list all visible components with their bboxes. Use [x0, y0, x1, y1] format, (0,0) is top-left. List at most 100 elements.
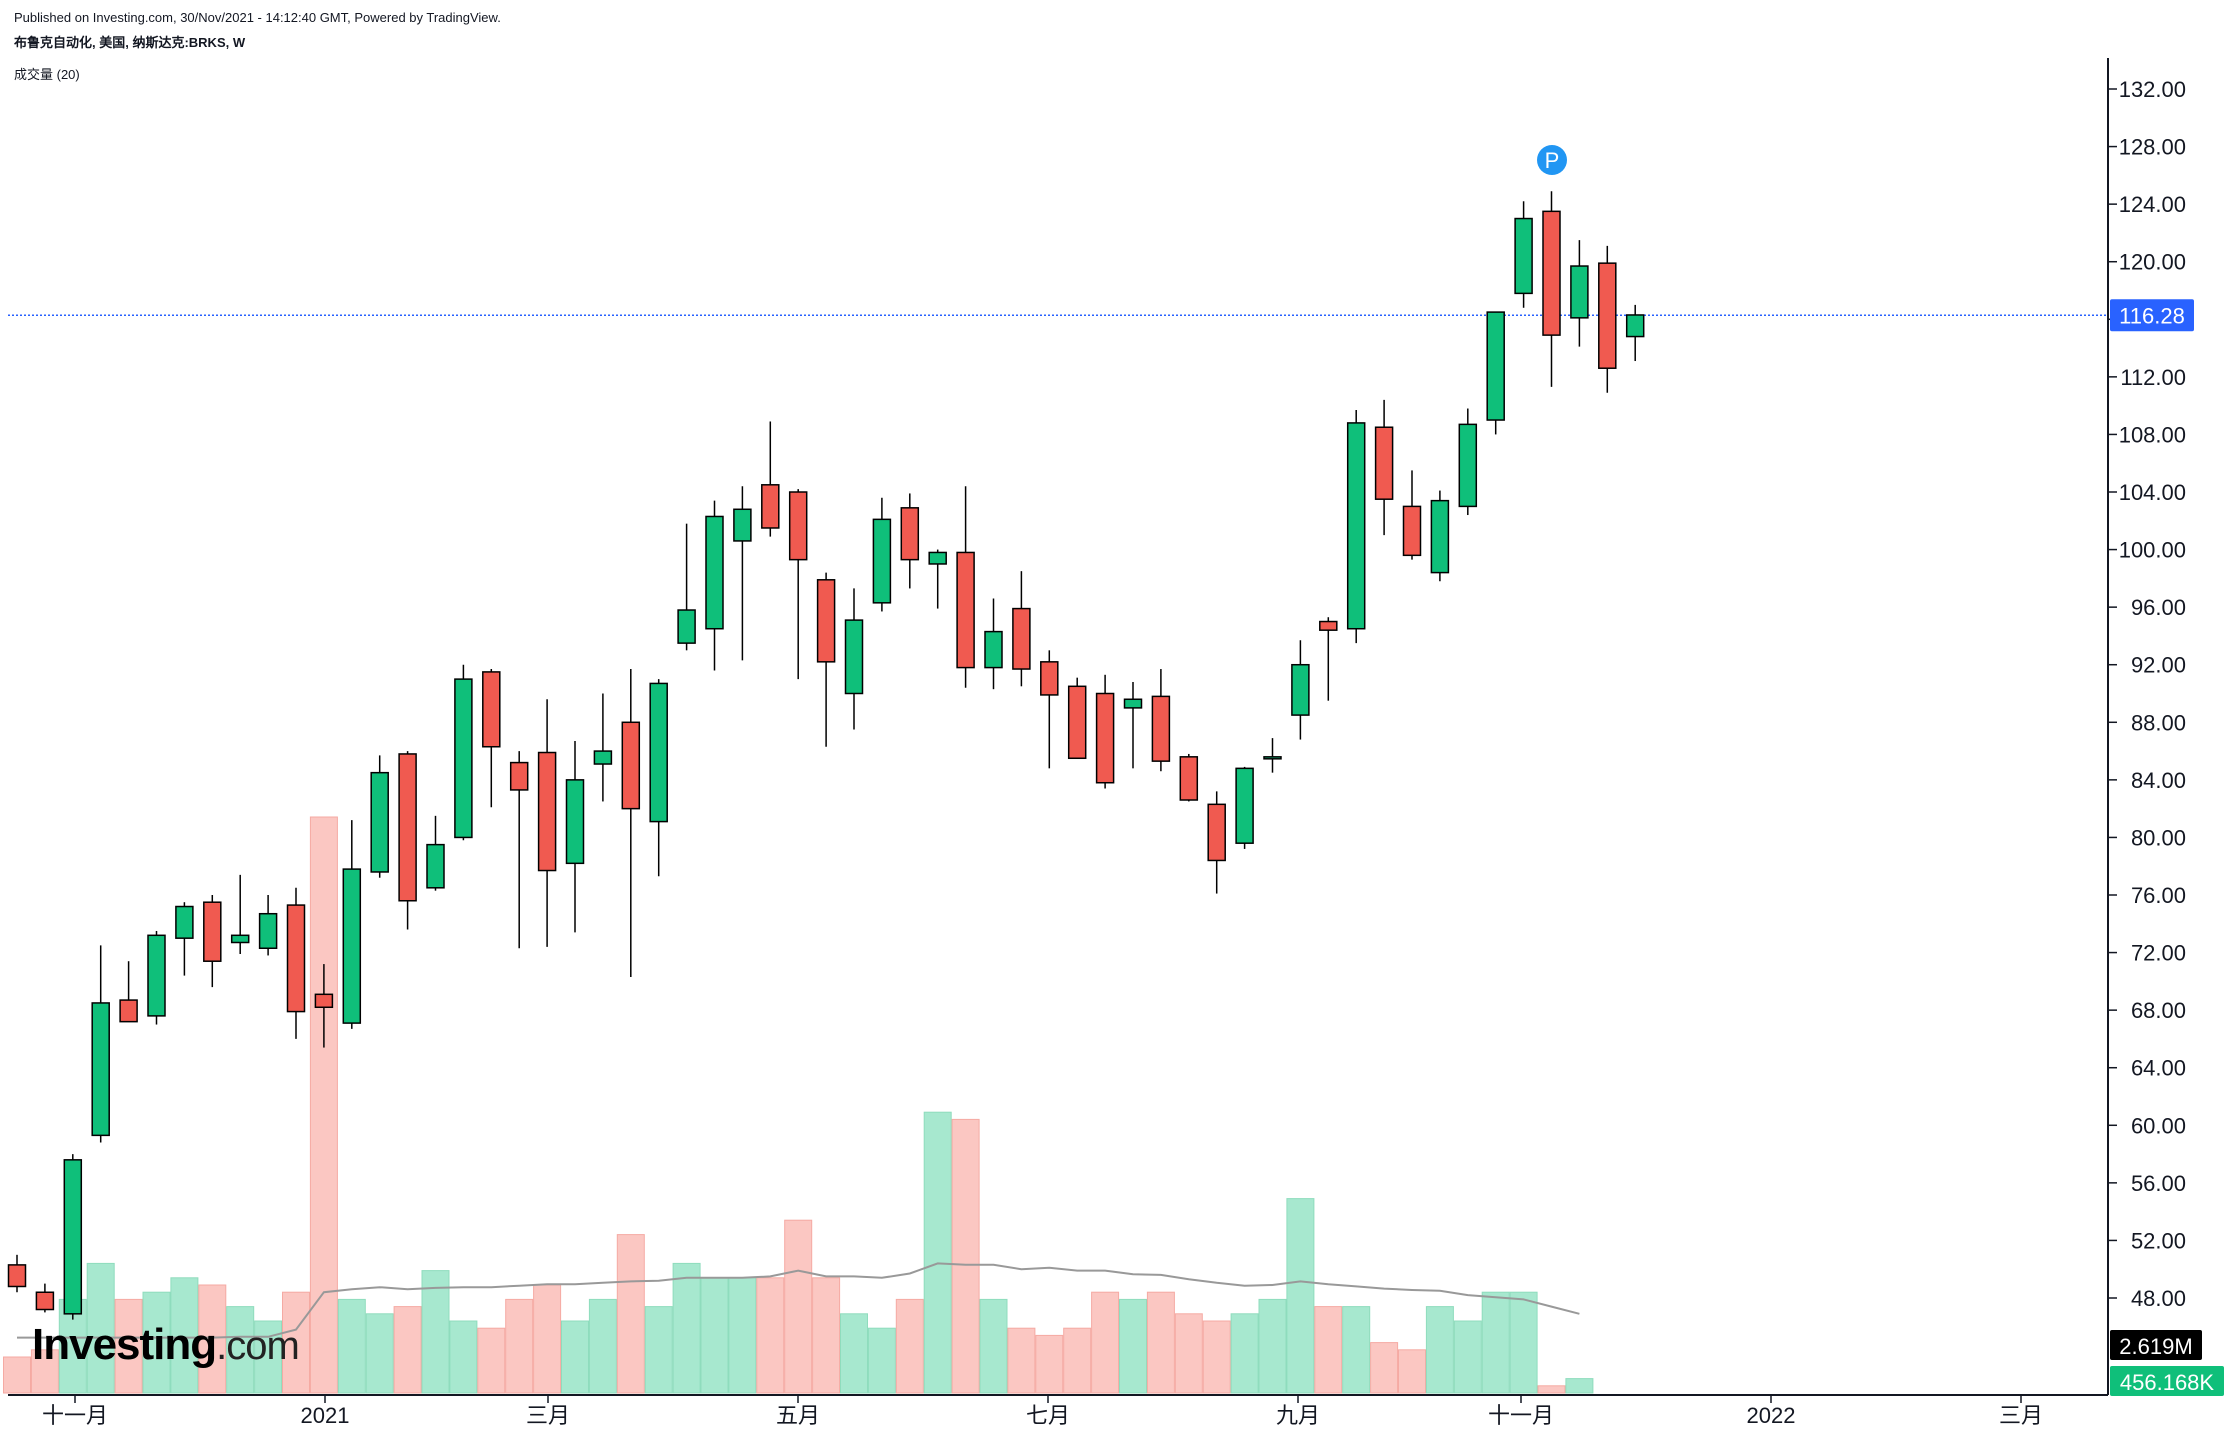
time-axis-tick-label: 2022	[1747, 1403, 1796, 1428]
candle	[147, 930, 166, 1025]
candle-body	[1067, 685, 1087, 760]
candle-body	[1570, 265, 1589, 319]
last-price-badge: 116.28	[2110, 299, 2194, 332]
price-axis-tick-label: 100.00	[2119, 538, 2186, 563]
candle	[928, 549, 947, 609]
volume-bar	[477, 1327, 506, 1394]
volume-bar	[728, 1277, 757, 1394]
candle-body	[761, 484, 780, 529]
candle-body	[203, 901, 222, 962]
candle-body	[482, 671, 501, 748]
candle-body	[1263, 756, 1282, 760]
candle-body	[63, 1159, 83, 1315]
candle	[1012, 571, 1031, 687]
candle-body	[928, 551, 947, 565]
candle	[91, 945, 110, 1143]
price-axis-tick-label: 80.00	[2131, 825, 2186, 850]
candle	[593, 693, 613, 802]
candle	[984, 598, 1003, 690]
published-caption: Published on Investing.com, 30/Nov/2021 …	[14, 10, 501, 25]
candle-body	[677, 609, 696, 644]
volume-bar	[1509, 1291, 1538, 1394]
price-candles	[7, 191, 1645, 1320]
candle	[482, 669, 501, 808]
volume-bar	[1481, 1291, 1510, 1394]
candle-body	[230, 934, 250, 944]
volume-bar	[923, 1111, 952, 1394]
candle	[342, 820, 362, 1029]
candle-body	[35, 1291, 55, 1311]
candle	[454, 664, 473, 841]
candle-body	[900, 507, 920, 561]
candle-body	[565, 779, 585, 865]
last-volume-badge-text: 456.168K	[2120, 1370, 2215, 1395]
candle-body	[705, 515, 724, 630]
candle-body	[314, 993, 334, 1009]
price-axis-tick-label: 120.00	[2119, 250, 2186, 275]
candle	[816, 572, 836, 747]
candle	[1402, 470, 1422, 560]
candle-body	[398, 753, 417, 902]
candle	[286, 887, 306, 1039]
volume-bar	[1342, 1306, 1371, 1394]
candle	[35, 1283, 55, 1313]
price-axis[interactable]: 132.00128.00124.00120.00116.00112.00108.…	[2108, 77, 2186, 1311]
volume-bar	[1119, 1298, 1147, 1394]
time-axis-tick-label: 十一月	[42, 1403, 108, 1428]
candle	[1570, 240, 1589, 347]
price-axis-tick-label: 96.00	[2131, 595, 2186, 620]
candle-body	[649, 682, 668, 823]
volume-indicator-label[interactable]: 成交量 (20)	[14, 67, 80, 82]
last-volume-badge: 456.168K	[2110, 1366, 2224, 1396]
volume-average-badge-text: 2.619M	[2119, 1334, 2192, 1359]
candle	[1235, 766, 1254, 849]
candle-body	[342, 868, 362, 1024]
price-axis-tick-label: 84.00	[2131, 768, 2186, 793]
volume-bar	[1091, 1291, 1120, 1394]
price-axis-tick-label: 92.00	[2131, 653, 2186, 678]
candle-body	[91, 1002, 110, 1137]
volume-moving-average-line	[17, 1262, 1580, 1339]
candle	[426, 815, 445, 891]
volume-bar	[616, 1234, 645, 1394]
candle-body	[1430, 499, 1450, 574]
candle	[733, 486, 752, 661]
time-axis-tick-label: 三月	[1999, 1403, 2043, 1428]
event-marker[interactable]: P	[1537, 145, 1567, 175]
candle-body	[286, 904, 306, 1013]
candle-body	[147, 934, 166, 1017]
candle-body	[872, 518, 892, 604]
candle-body	[1012, 607, 1031, 670]
candle	[1542, 191, 1561, 387]
candle-body	[454, 678, 473, 839]
symbol-title: 布鲁克自动化, 美国, 纳斯达克:BRKS, W	[14, 35, 246, 50]
volume-bar	[672, 1262, 701, 1394]
candle-body	[1458, 423, 1478, 508]
volume-bar	[1202, 1320, 1231, 1394]
candle-body	[1598, 262, 1617, 369]
candle	[956, 486, 975, 688]
volume-bar	[1425, 1306, 1454, 1394]
candle-body	[621, 721, 641, 810]
candle	[1374, 399, 1394, 536]
candle-body	[509, 761, 529, 791]
candle	[509, 751, 529, 949]
candle-body	[593, 750, 613, 765]
candle	[203, 895, 222, 988]
candle	[1291, 640, 1310, 740]
volume-bar	[254, 1320, 283, 1394]
volume-bar	[365, 1313, 394, 1394]
candle	[314, 964, 334, 1048]
candle-body	[1235, 767, 1254, 844]
volume-bar	[867, 1327, 896, 1394]
volume-bar	[505, 1298, 534, 1394]
time-axis[interactable]: 十一月 2021 三月 五月 七月 九月 十一月 2022 三月	[42, 1395, 2043, 1428]
candle	[1346, 409, 1366, 644]
candle-body	[537, 751, 557, 872]
volume-bar	[421, 1270, 450, 1394]
candle	[1207, 791, 1226, 894]
logo-main: Investing	[32, 1320, 217, 1369]
price-axis-tick-label: 64.00	[2131, 1056, 2186, 1081]
candle	[872, 497, 892, 612]
